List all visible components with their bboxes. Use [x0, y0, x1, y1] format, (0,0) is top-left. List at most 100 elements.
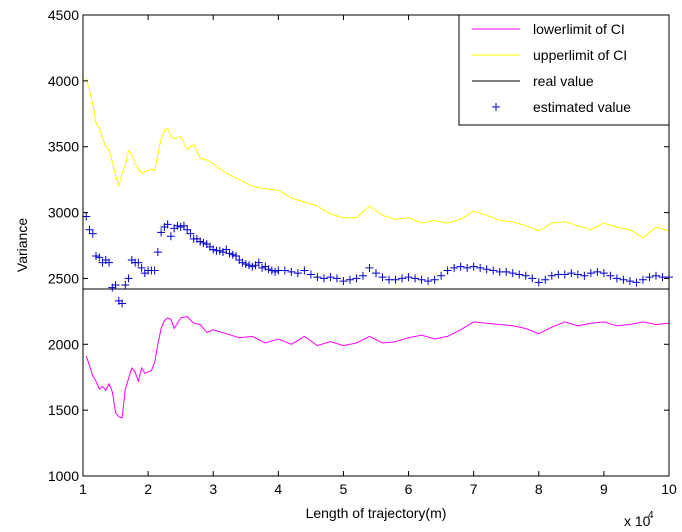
- data-point-12: [121, 281, 130, 290]
- x-tick-label-2: 3: [209, 481, 217, 497]
- data-point-65: [313, 273, 322, 282]
- series-3: [82, 212, 673, 308]
- data-point-44: [225, 249, 234, 258]
- data-point-11: [118, 299, 127, 308]
- x-tick-label-4: 5: [340, 481, 348, 497]
- data-point-23: [157, 228, 166, 237]
- data-point-62: [293, 269, 302, 278]
- data-point-97: [521, 271, 530, 280]
- legend: lowerlimit of CI upperlimit of CI real val…: [458, 14, 670, 126]
- legend-label-2: real value: [533, 73, 594, 89]
- data-point-46: [232, 252, 241, 261]
- series-1: [85, 78, 670, 239]
- x-tick-label-0: 1: [79, 481, 87, 497]
- data-point-105: [573, 270, 582, 279]
- data-point-92: [489, 266, 498, 275]
- data-point-64: [306, 270, 315, 279]
- data-point-91: [482, 265, 491, 274]
- legend-swatch-3: [492, 103, 500, 111]
- data-point-21: [150, 266, 159, 275]
- data-point-71: [352, 274, 361, 283]
- data-point-78: [398, 274, 407, 283]
- data-point-112: [619, 275, 628, 284]
- data-point-43: [222, 245, 231, 254]
- data-point-110: [606, 271, 615, 280]
- data-point-72: [358, 271, 367, 280]
- x-tick-label-8: 9: [600, 481, 608, 497]
- data-point-103: [560, 270, 569, 279]
- data-point-74: [372, 269, 380, 278]
- data-point-32: [186, 229, 195, 238]
- data-point-17: [137, 263, 146, 272]
- data-point-90: [476, 263, 485, 272]
- data-point-82: [424, 277, 433, 286]
- data-point-87: [456, 262, 465, 271]
- data-point-109: [599, 269, 608, 278]
- data-point-61: [287, 267, 296, 276]
- data-point-89: [469, 262, 478, 271]
- data-point-30: [179, 221, 188, 230]
- data-point-94: [502, 267, 511, 276]
- y-tick-label-5: 3500: [48, 139, 79, 155]
- data-point-85: [443, 266, 452, 275]
- data-point-107: [586, 269, 595, 278]
- data-point-84: [437, 271, 446, 280]
- data-point-98: [528, 274, 537, 283]
- data-point-96: [515, 270, 524, 279]
- data-point-80: [411, 274, 420, 283]
- series-line-1: [85, 78, 670, 239]
- y-tick-label-4: 3000: [48, 205, 79, 221]
- plot-frame: [82, 14, 670, 477]
- data-point-1: [85, 225, 94, 234]
- y-tick-label-1: 1500: [48, 402, 79, 418]
- data-point-106: [580, 271, 589, 280]
- series-layer: [82, 78, 673, 419]
- data-point-41: [215, 246, 224, 255]
- y-tick-label-3: 2500: [48, 270, 79, 286]
- data-point-86: [450, 263, 459, 272]
- x-multiplier-label: x 10: [624, 513, 651, 529]
- x-multiplier-exponent: 4: [648, 510, 654, 521]
- x-tick-label-3: 4: [274, 481, 282, 497]
- data-point-75: [378, 273, 387, 282]
- data-point-3: [92, 252, 101, 261]
- legend-label-1: upperlimit of CI: [533, 47, 627, 63]
- data-point-7: [105, 258, 114, 267]
- data-point-49: [241, 259, 250, 268]
- data-point-29: [176, 223, 185, 232]
- data-point-16: [134, 258, 143, 267]
- y-tick-label-7: 4500: [48, 7, 79, 23]
- data-point-39: [209, 245, 218, 254]
- y-axis-label: Variance: [14, 218, 30, 272]
- data-point-95: [508, 269, 517, 278]
- data-point-73: [365, 263, 374, 272]
- data-point-101: [547, 271, 556, 280]
- data-point-48: [238, 258, 247, 267]
- data-point-35: [196, 237, 205, 246]
- data-point-31: [183, 225, 192, 234]
- data-point-0: [82, 212, 91, 221]
- data-point-9: [111, 281, 120, 290]
- data-point-2: [88, 229, 97, 238]
- data-point-113: [625, 277, 634, 286]
- axes-layer: 1 2 3 4 5 6 7 8 9 10 1000 1500 2000 2500 3000 3500 4000 4…: [48, 7, 677, 497]
- legend-label-0: lowerlimit of CI: [533, 21, 625, 37]
- data-point-51: [248, 262, 257, 271]
- data-point-108: [593, 267, 602, 276]
- data-point-25: [163, 220, 172, 229]
- data-point-69: [339, 277, 348, 286]
- data-point-4: [95, 253, 104, 262]
- data-point-114: [632, 278, 641, 287]
- y-tick-label-0: 1000: [48, 468, 79, 484]
- data-point-117: [651, 271, 660, 280]
- data-point-60: [280, 266, 289, 275]
- data-point-70: [345, 275, 354, 284]
- data-point-83: [430, 275, 439, 284]
- data-point-53: [254, 258, 263, 267]
- data-point-81: [417, 275, 426, 284]
- data-point-115: [638, 275, 647, 284]
- data-point-66: [319, 274, 328, 283]
- data-point-67: [326, 273, 335, 282]
- y-tick-label-6: 4000: [48, 73, 79, 89]
- x-tick-label-9: 10: [661, 481, 677, 497]
